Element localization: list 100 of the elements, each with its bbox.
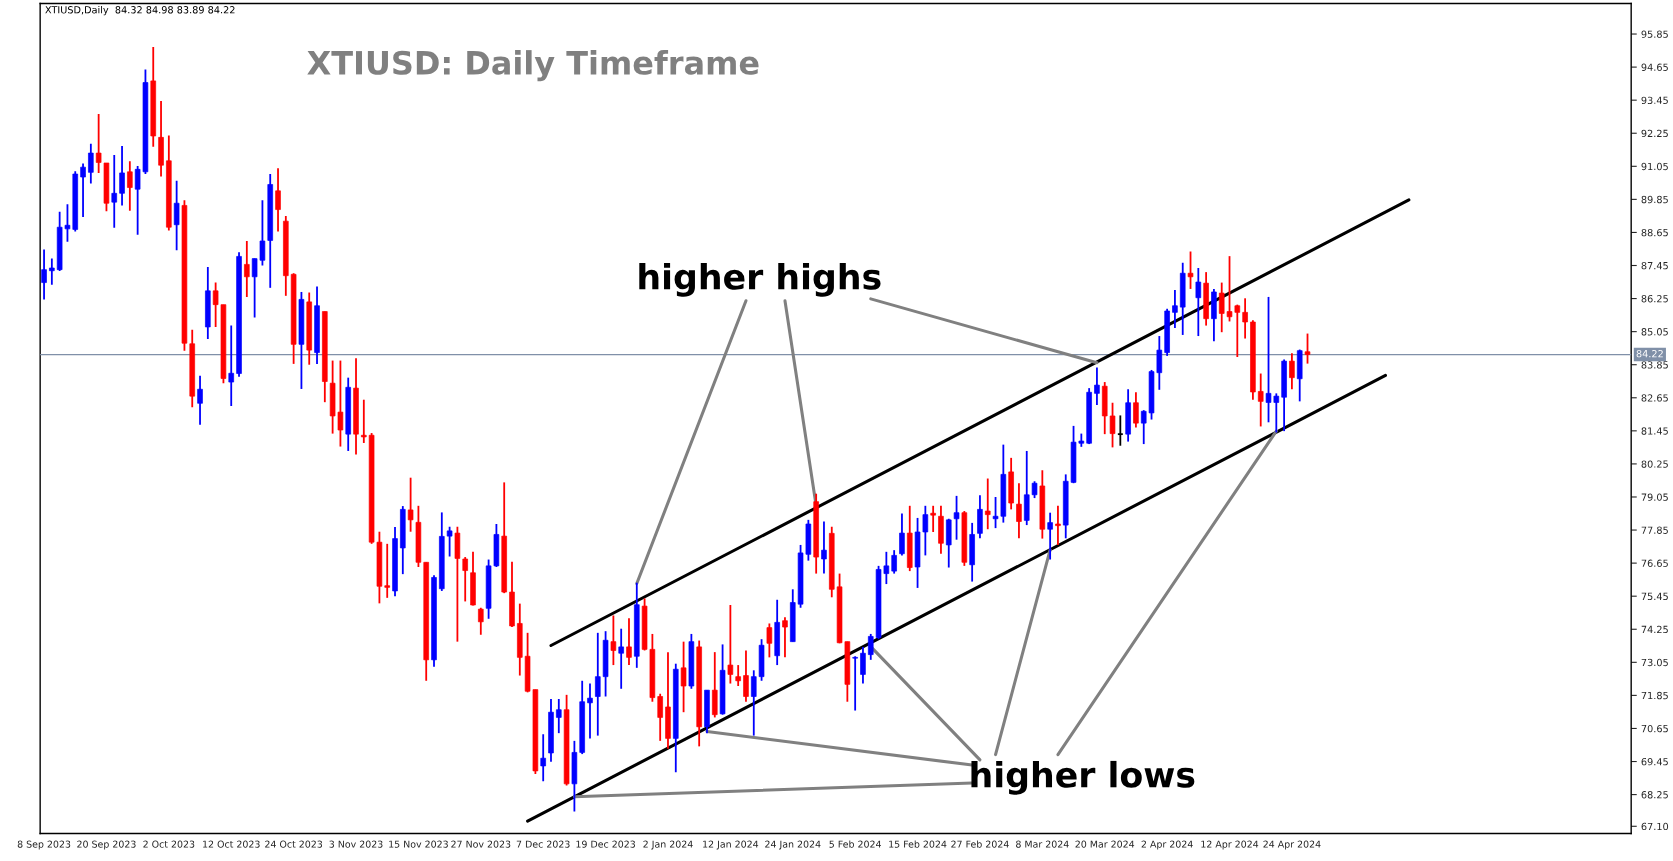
y-tick-label: 76.65 <box>1641 559 1668 567</box>
y-tick-label: 77.85 <box>1641 526 1668 534</box>
y-tick-label: 83.85 <box>1641 361 1668 369</box>
candlestick <box>1055 504 1061 546</box>
ref-line-label: 84.22 <box>1636 349 1663 358</box>
candlestick <box>446 525 453 558</box>
candlestick <box>930 504 936 533</box>
annotation: higher highs <box>639 262 881 297</box>
candlestick <box>244 240 250 298</box>
candlestick <box>782 616 788 659</box>
candlestick <box>766 622 773 659</box>
candlestick <box>1187 250 1194 290</box>
candlestick <box>119 145 125 207</box>
candlestick <box>1172 289 1178 329</box>
candlestick <box>462 556 468 603</box>
y-tick-label: 67.10 <box>1641 822 1669 831</box>
annotation: XTIUSD,Daily 84.32 84.98 83.89 84.22 <box>45 5 235 16</box>
x-tick-label: 15 Nov 2023 <box>389 840 448 848</box>
y-tick-label: 87.45 <box>1641 261 1668 270</box>
candlestick <box>41 248 47 301</box>
candlestick <box>540 733 546 783</box>
candlestick <box>111 154 118 229</box>
y-tick-label: 93.45 <box>1641 96 1668 104</box>
y-tick-label: 69.45 <box>1641 758 1668 766</box>
y-tick-label: 71.85 <box>1641 691 1668 700</box>
candlestick <box>1116 414 1124 447</box>
y-tick-label: 82.65 <box>1641 394 1668 402</box>
x-tick-label: 12 Apr 2024 <box>1201 840 1259 850</box>
text: XTIUSD: Daily Timeframe <box>307 50 759 82</box>
candlestick <box>1094 366 1100 406</box>
candlestick <box>556 698 562 735</box>
candlestick <box>657 692 663 742</box>
x-tick-label: 27 Feb 2024 <box>951 840 1009 848</box>
candlestick <box>1195 267 1202 337</box>
x-tick-label: 8 Sep 2023 <box>17 840 71 850</box>
x-tick-label: 19 Dec 2023 <box>576 840 635 848</box>
x-tick-label: 24 Oct 2023 <box>265 840 323 848</box>
candlestick <box>860 645 866 685</box>
annotation: higher lows <box>971 760 1195 795</box>
y-tick-label: 85.05 <box>1641 328 1668 336</box>
candlestick <box>80 162 86 218</box>
y-tick-label: 74.25 <box>1641 625 1668 634</box>
candlestick <box>727 604 734 685</box>
candlestick <box>852 655 858 712</box>
y-tick-label: 94.65 <box>1641 63 1668 71</box>
x-tick-label: 20 Mar 2024 <box>1075 840 1135 848</box>
y-tick-label: 91.05 <box>1641 162 1668 171</box>
x-tick-label: 8 Mar 2024 <box>1016 840 1069 848</box>
candlestick <box>384 542 390 599</box>
x-tick-label: 2 Apr 2024 <box>1141 840 1193 850</box>
candlestick <box>891 549 897 575</box>
x-tick-label: 15 Feb 2024 <box>889 840 947 848</box>
y-tick-label: 80.25 <box>1641 460 1668 468</box>
y-tick-label: 88.65 <box>1641 228 1668 237</box>
candlestick <box>953 494 960 541</box>
candlestick <box>197 374 203 426</box>
candlestick <box>984 477 991 531</box>
y-tick-label: 86.25 <box>1641 295 1668 303</box>
candlestick <box>1242 297 1248 340</box>
candlestick <box>899 512 905 557</box>
x-tick-label: 7 Dec 2023 <box>516 840 570 848</box>
x-tick-label: 27 Nov 2023 <box>451 840 511 848</box>
candlestick <box>680 640 687 714</box>
candlestick <box>1304 332 1311 365</box>
x-tick-label: 12 Oct 2023 <box>203 840 260 848</box>
x-tick-label: 5 Feb 2024 <box>829 840 882 848</box>
candlestick <box>407 476 414 533</box>
x-tick-label: 20 Sep 2023 <box>77 840 136 850</box>
candlestick <box>1133 391 1139 429</box>
candlestick <box>49 257 55 286</box>
candlestick <box>821 520 827 575</box>
candlestick <box>626 617 632 666</box>
candlestick <box>1257 372 1264 428</box>
candlestick <box>88 142 94 185</box>
x-tick-label: 2 Jan 2024 <box>643 840 693 850</box>
candlestick <box>1047 511 1053 561</box>
y-tick-label: 73.05 <box>1641 658 1668 667</box>
candlestick <box>361 398 367 444</box>
candlestick <box>735 664 741 687</box>
y-tick-label: 79.05 <box>1641 493 1668 501</box>
candlestick <box>1289 352 1295 391</box>
candlestick <box>751 669 757 737</box>
candlestick <box>127 160 133 212</box>
x-tick-label: 3 Nov 2023 <box>329 840 383 848</box>
y-tick-label: 92.25 <box>1641 129 1668 138</box>
x-tick-label: 2 Oct 2023 <box>143 840 195 848</box>
y-tick-label: 95.85 <box>1641 30 1668 38</box>
y-tick-label: 70.65 <box>1641 724 1668 733</box>
candlestick <box>1016 482 1022 540</box>
candlestick <box>595 631 601 737</box>
candlestick <box>618 627 624 690</box>
x-tick-label: 24 Jan 2024 <box>765 840 821 850</box>
y-tick-label: 75.45 <box>1641 592 1668 601</box>
y-tick-label: 68.25 <box>1641 791 1668 799</box>
candlestick <box>610 614 617 666</box>
candlestick <box>275 167 281 233</box>
y-tick-label: 89.85 <box>1641 195 1668 204</box>
x-tick-label: 12 Jan 2024 <box>703 840 759 850</box>
candlestick <box>587 682 593 740</box>
candlestick <box>228 324 234 407</box>
